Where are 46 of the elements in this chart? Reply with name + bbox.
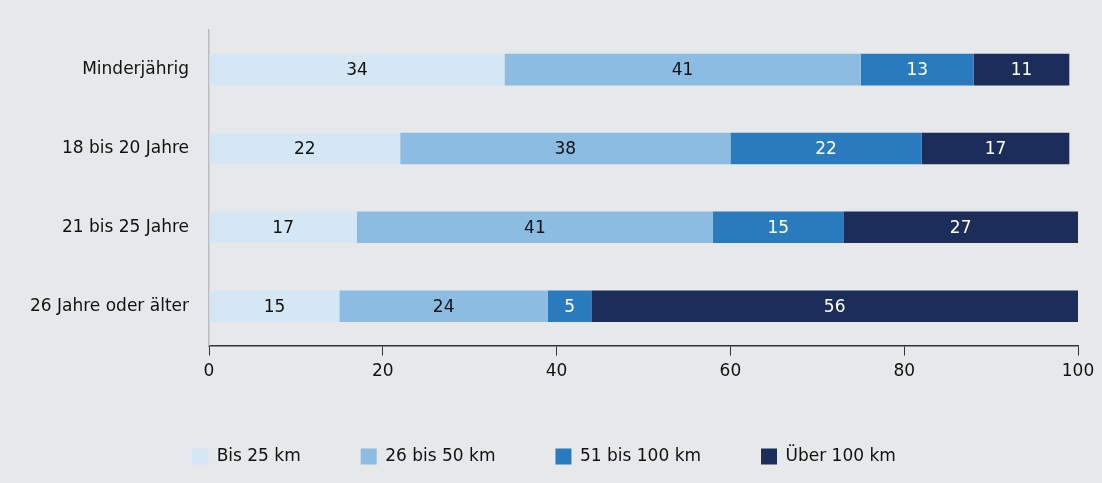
legend-label: 26 bis 50 km bbox=[385, 444, 496, 465]
y-tick-label: 18 bis 20 Jahre bbox=[61, 136, 190, 157]
data-label: 22 bbox=[294, 137, 316, 158]
x-tick-label: 0 bbox=[203, 360, 215, 381]
data-label: 41 bbox=[671, 59, 694, 80]
x-tick-label: 40 bbox=[545, 360, 568, 381]
data-label: 11 bbox=[1010, 59, 1033, 80]
bar bbox=[973, 53, 1070, 86]
x-tick-label: 60 bbox=[719, 360, 742, 381]
y-tick-label: 21 bis 25 Jahre bbox=[61, 215, 190, 236]
data-label: 13 bbox=[906, 59, 929, 80]
bar bbox=[356, 211, 714, 244]
bar bbox=[591, 290, 1078, 322]
bar bbox=[843, 211, 1078, 244]
data-label: 56 bbox=[823, 295, 846, 316]
x-tick-label: 20 bbox=[371, 360, 394, 381]
x-tick-label: 100 bbox=[1061, 360, 1095, 381]
x-tick-label: 80 bbox=[893, 360, 916, 381]
bar bbox=[209, 132, 401, 165]
data-label: 5 bbox=[564, 295, 576, 316]
bar bbox=[339, 290, 548, 322]
bar bbox=[547, 290, 592, 322]
legend-label: Über 100 km bbox=[785, 443, 896, 465]
data-label: 15 bbox=[767, 216, 790, 237]
bar bbox=[730, 132, 922, 165]
bar bbox=[921, 132, 1070, 165]
data-label: 24 bbox=[432, 295, 455, 316]
y-tick-label: 26 Jahre oder älter bbox=[29, 294, 190, 315]
bar bbox=[209, 211, 357, 244]
data-label: 17 bbox=[272, 216, 294, 237]
bar bbox=[860, 53, 974, 86]
bar bbox=[400, 132, 731, 165]
data-label: 15 bbox=[263, 295, 286, 316]
legend-label: Bis 25 km bbox=[216, 444, 301, 465]
bar bbox=[504, 53, 861, 86]
bar bbox=[713, 211, 844, 244]
data-label: 41 bbox=[524, 216, 546, 237]
data-label: 22 bbox=[815, 137, 837, 158]
data-label: 27 bbox=[949, 216, 972, 237]
legend-label: 51 bis 100 km bbox=[579, 444, 702, 465]
data-label: 17 bbox=[984, 137, 1007, 158]
bar bbox=[209, 53, 505, 86]
bar bbox=[209, 290, 340, 322]
data-label: 34 bbox=[346, 59, 368, 80]
data-label: 38 bbox=[554, 137, 577, 158]
y-tick-label: Minderjährig bbox=[82, 58, 190, 79]
